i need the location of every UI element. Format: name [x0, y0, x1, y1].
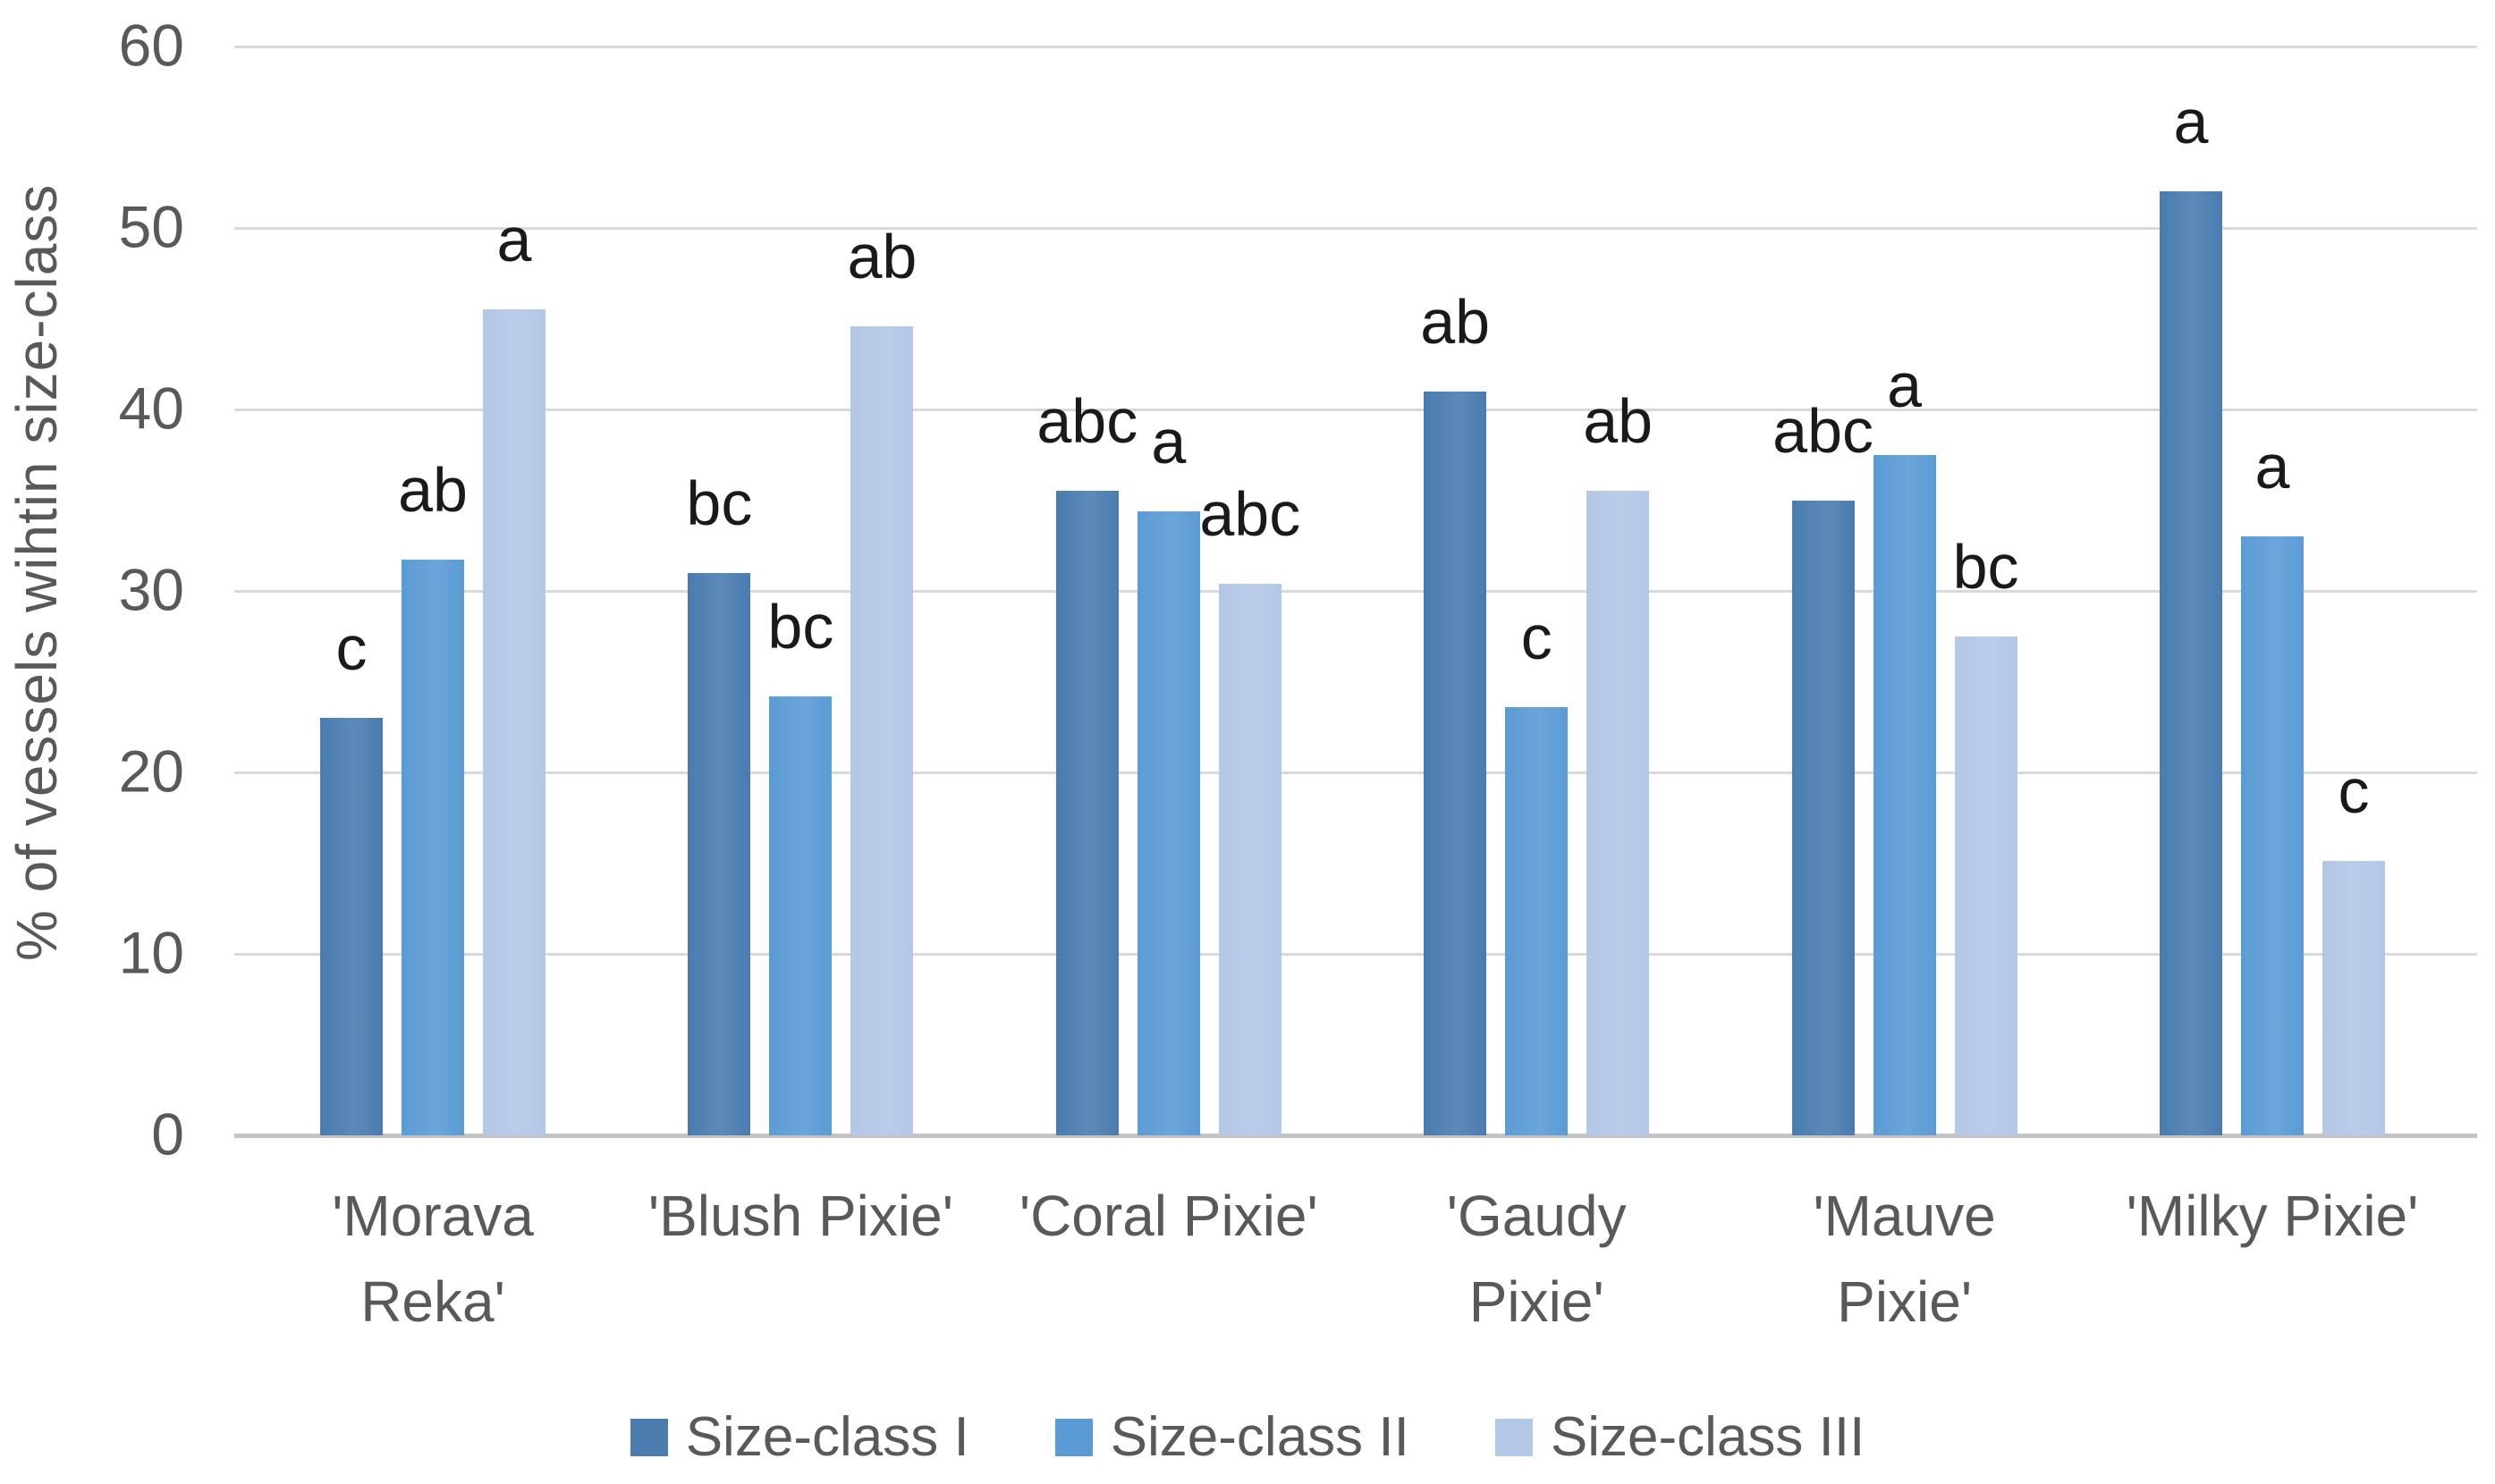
- bar-size-class-iii-cat-4: [1586, 491, 1650, 1135]
- significance-label: bc: [686, 468, 753, 538]
- y-tick-label: 40: [118, 375, 184, 442]
- legend-swatch: [630, 1418, 668, 1456]
- legend: Size-class I Size-class II Size-class III: [0, 1405, 2495, 1469]
- bar-size-class-i-cat-2: [688, 572, 751, 1135]
- significance-label: bc: [1952, 531, 2019, 602]
- bar-size-class-iii-cat-5: [1954, 636, 2017, 1135]
- significance-label: c: [2338, 756, 2370, 827]
- y-tick-label: 20: [118, 738, 184, 805]
- bar-size-class-i-cat-3: [1055, 491, 1119, 1135]
- legend-swatch: [1054, 1418, 1093, 1456]
- gridline: [234, 772, 2477, 774]
- y-tick-label: 50: [118, 193, 184, 260]
- significance-label: ab: [398, 455, 468, 526]
- significance-label: abc: [1772, 395, 1874, 466]
- legend-item-size-class-ii: Size-class II: [1054, 1405, 1409, 1469]
- y-tick-label: 60: [118, 12, 184, 79]
- bar-size-class-i-cat-6: [2160, 191, 2222, 1135]
- significance-label: a: [2254, 432, 2290, 502]
- x-axis-category-label: 'Milky Pixie': [2126, 1184, 2419, 1248]
- x-axis-line: [234, 1134, 2477, 1138]
- bar-size-class-ii-cat-6: [2241, 536, 2304, 1135]
- bar-size-class-iii-cat-1: [483, 309, 546, 1135]
- significance-label: a: [1151, 406, 1187, 476]
- y-tick-label: 30: [118, 556, 184, 623]
- gridline: [234, 46, 2477, 48]
- bar-size-class-ii-cat-3: [1137, 510, 1200, 1135]
- legend-item-size-class-iii: Size-class III: [1494, 1405, 1865, 1469]
- significance-label: a: [496, 205, 532, 275]
- gridline: [234, 227, 2477, 230]
- gridline: [234, 409, 2477, 411]
- bar-size-class-ii-cat-1: [402, 560, 464, 1135]
- significance-label: ab: [847, 221, 918, 291]
- legend-item-size-class-i: Size-class I: [630, 1405, 969, 1469]
- y-tick-label: 0: [151, 1100, 184, 1168]
- significance-label: ab: [1583, 386, 1653, 457]
- legend-label: Size-class I: [685, 1406, 969, 1468]
- gridline: [234, 590, 2477, 593]
- legend-swatch: [1494, 1418, 1533, 1456]
- gridline: [234, 953, 2477, 956]
- bar-size-class-ii-cat-2: [769, 696, 833, 1135]
- significance-label: a: [1887, 350, 1923, 420]
- bar-size-class-ii-cat-4: [1505, 706, 1569, 1135]
- legend-label: Size-class II: [1110, 1406, 1409, 1468]
- significance-label: c: [335, 613, 368, 684]
- bar-size-class-i-cat-5: [1791, 500, 1855, 1135]
- bar-size-class-iii-cat-6: [2322, 861, 2385, 1135]
- x-axis-category-label: 'Blush Pixie': [647, 1184, 953, 1248]
- legend-label: Size-class III: [1550, 1406, 1865, 1468]
- x-axis-category-label: 'Morava Reka': [332, 1184, 534, 1334]
- x-axis-category-label: 'Mauve Pixie': [1813, 1184, 1996, 1334]
- significance-label: a: [2173, 87, 2209, 157]
- bar-size-class-ii-cat-5: [1873, 454, 1936, 1135]
- significance-label: abc: [1199, 478, 1301, 549]
- x-axis-category-label: 'Coral Pixie': [1019, 1184, 1318, 1248]
- bar-size-class-iii-cat-3: [1218, 583, 1281, 1135]
- significance-label: ab: [1420, 286, 1491, 357]
- significance-label: abc: [1036, 386, 1138, 457]
- y-tick-label: 10: [118, 919, 184, 986]
- bar-size-class-iii-cat-2: [850, 325, 914, 1135]
- bar-size-class-i-cat-1: [320, 718, 383, 1135]
- significance-label: bc: [767, 591, 834, 662]
- x-axis-category-label: 'Gaudy Pixie': [1446, 1184, 1627, 1334]
- significance-label: c: [1520, 602, 1552, 672]
- bar-size-class-i-cat-4: [1424, 391, 1487, 1135]
